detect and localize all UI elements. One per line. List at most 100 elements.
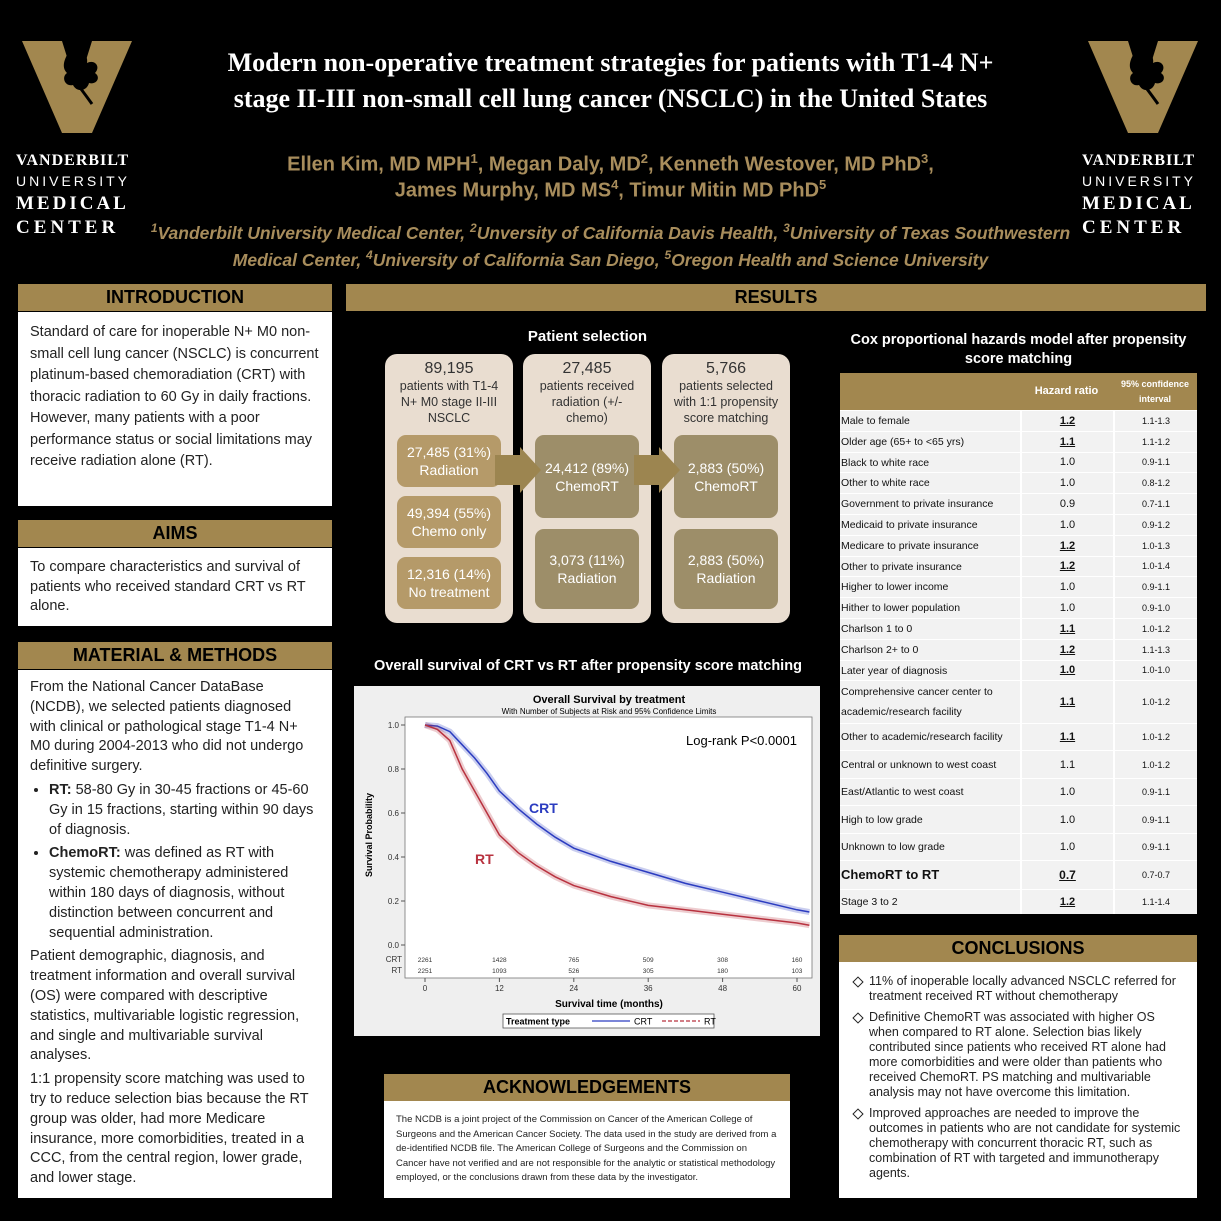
at-risk-count: 2261 — [418, 957, 433, 964]
cox-hr: 1.0 — [1020, 806, 1113, 833]
cox-ci: 1.0-1.2 — [1113, 724, 1197, 751]
logo-text: CENTER — [1082, 217, 1186, 238]
cox-label: Other to white race — [841, 477, 930, 490]
at-risk-count: 526 — [568, 968, 579, 975]
cox-hr: 1.2 — [1020, 556, 1113, 577]
author-name: Kenneth Westover, MD PhD — [659, 153, 922, 176]
cox-row: Black to white race 1.0 0.9-1.1 — [840, 452, 1197, 473]
cox-hr: 0.7 — [1020, 861, 1113, 889]
cox-ci: 1.0-1.2 — [1113, 619, 1197, 639]
cox-row: Government to private insurance 0.9 0.7-1.… — [840, 494, 1197, 514]
cox-row: Medicaid to private insurance 1.0 0.9-1.2 — [840, 515, 1197, 535]
box-count: 12,316 (14%) — [406, 566, 492, 582]
cox-label: Medicare to private insurance — [841, 539, 979, 552]
cox-ci: 1.1-1.4 — [1113, 889, 1197, 914]
cox-row: Central or unknown to west coast 1.1 1.0-1… — [840, 751, 1197, 778]
cox-hr: 1.0 — [1020, 452, 1113, 473]
logo-text: UNIVERSITY — [1082, 173, 1197, 189]
author-sep: , — [928, 153, 934, 176]
arrow — [634, 447, 680, 493]
conclusion-list: 11% of inoperable locally advanced NSCLC… — [849, 974, 1187, 1181]
logo-text: MEDICAL — [16, 193, 129, 214]
selection-desc: patients received radiation (+/- chemo) — [539, 379, 635, 425]
selection-box: 24,412 (89%) ChemoRT — [535, 435, 639, 518]
methods-paragraph: Patient demographic, diagnosis, and trea… — [30, 948, 300, 1064]
logo-text: CENTER — [16, 217, 120, 238]
methods-intro: From the National Cancer DataBase (NCDB)… — [30, 679, 304, 775]
cox-row: Other to private insurance 1.2 1.0-1.4 — [840, 556, 1197, 577]
cox-hr: 1.1 — [1020, 751, 1113, 778]
author-name: James Murphy, MD MS — [394, 179, 612, 202]
cox-row: Charlson 2+ to 0 1.2 1.1-1.3 — [840, 639, 1197, 660]
cox-label: High to low grade — [841, 813, 923, 826]
box-label: ChemoRT — [555, 477, 619, 494]
at-risk-count: 308 — [717, 957, 728, 964]
at-risk-count: 1428 — [492, 957, 507, 964]
box-label: ChemoRT — [694, 477, 758, 494]
cox-hr: 1.2 — [1020, 639, 1113, 660]
conclusion-bullet: 11% of inoperable locally advanced NSCLC… — [849, 974, 1187, 1004]
conclusion-bullet: Definitive ChemoRT was associated with h… — [849, 1010, 1187, 1100]
box-count: 2,883 (50%) — [687, 459, 765, 476]
selection-box: 49,394 (55%) Chemo only — [397, 496, 501, 548]
selection-title: Patient selection — [527, 328, 648, 345]
cox-ci: 1.0-1.4 — [1113, 556, 1197, 577]
x-tick-label: 48 — [718, 984, 727, 993]
cox-label: Government to private insurance — [841, 498, 994, 511]
cox-ci: 0.7-1.1 — [1113, 494, 1197, 514]
cox-ci: 1.0-1.3 — [1113, 535, 1197, 556]
y-tick-label: 0.0 — [388, 941, 400, 950]
affil-sep: , — [356, 249, 367, 270]
cox-hr: 0.9 — [1020, 494, 1113, 514]
y-tick-label: 0.2 — [388, 897, 400, 906]
author-sup: 5 — [819, 177, 827, 192]
legend-title: Treatment type — [506, 1017, 570, 1027]
logo-v — [22, 41, 132, 133]
cox-hr: 1.0 — [1020, 577, 1113, 598]
curve-label: RT — [475, 851, 494, 867]
cox-hr: 1.0 — [1020, 598, 1113, 618]
logo-stem — [1138, 79, 1160, 105]
cox-row: Higher to lower income 1.0 0.9-1.1 — [840, 577, 1197, 598]
affil-sup: 1 — [150, 221, 158, 235]
logo-text: VANDERBILT — [1082, 152, 1196, 169]
cox-hr: 1.2 — [1020, 411, 1113, 431]
cox-hr: 1.1 — [1020, 619, 1113, 639]
conclusion-bullet: Improved approaches are needed to improv… — [849, 1106, 1187, 1181]
author-sup: 1 — [470, 151, 478, 166]
cox-row: Older age (65+ to <65 yrs) 1.1 1.1-1.2 — [840, 431, 1197, 452]
box-count: 49,394 (55%) — [406, 505, 492, 521]
author-sep: , — [618, 179, 630, 202]
section-header: MATERIAL & METHODS — [18, 642, 332, 669]
cox-row: ChemoRT to RT 0.7 0.7-0.7 — [840, 861, 1197, 889]
cox-title: Cox proportional hazards model after pro… — [850, 332, 1187, 367]
cox-table: Hazard ratio 95% confidence interval Male … — [840, 373, 1197, 914]
cox-row: Male to female 1.2 1.1-1.3 — [840, 411, 1197, 431]
author-sep: , — [648, 153, 660, 176]
affil-sup: 5 — [664, 247, 672, 262]
x-axis-label: Survival time (months) — [555, 999, 663, 1010]
chart-subtitle: With Number of Subjects at Risk and 95% … — [502, 707, 717, 716]
selection-count: 27,485 — [562, 360, 612, 377]
aims-text: To compare characteristics and survival … — [30, 559, 306, 614]
section-header: RESULTS — [346, 284, 1206, 311]
cox-row: East/Atlantic to west coast 1.0 0.9-1.1 — [840, 778, 1197, 806]
at-risk-count: 765 — [568, 957, 579, 964]
title-line: stage II-III non-small cell lung cancer … — [233, 84, 988, 113]
legend-label: CRT — [634, 1017, 653, 1027]
cox-hr: 1.0 — [1020, 660, 1113, 681]
section-header: CONCLUSIONS — [839, 935, 1197, 962]
cox-ci: 1.0-1.2 — [1113, 681, 1197, 724]
at-risk-count: 103 — [792, 968, 803, 975]
cox-col-head: Hazard ratio — [1034, 385, 1099, 397]
section-header: AIMS — [18, 520, 332, 547]
cox-row: High to low grade 1.0 0.9-1.1 — [840, 806, 1197, 833]
at-risk-count: 180 — [717, 968, 728, 975]
logo-text: VANDERBILT — [16, 152, 130, 169]
author-sep: , — [477, 153, 489, 176]
author-name: Megan Daly, MD — [488, 153, 641, 176]
box-label: No treatment — [408, 584, 490, 600]
cox-label: Higher to lower income — [841, 581, 949, 594]
cox-label: Medicaid to private insurance — [841, 518, 978, 531]
